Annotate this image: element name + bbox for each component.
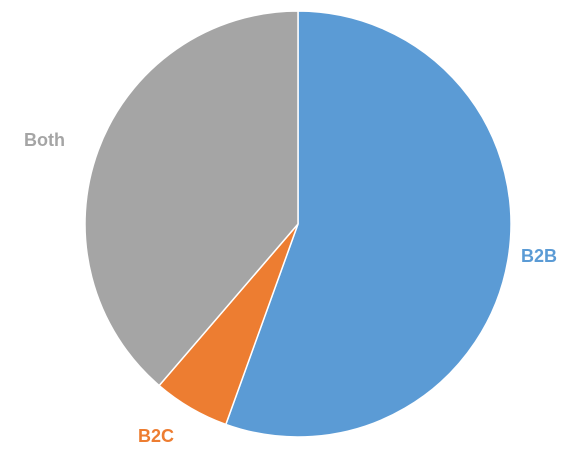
pie-labels: B2B B2C Both xyxy=(24,130,557,446)
pie-slices xyxy=(84,10,512,438)
pie-label-b2c: B2C xyxy=(138,426,174,446)
pie-slice-b2b xyxy=(225,10,512,438)
pie-label-b2b: B2B xyxy=(521,246,557,266)
pie-label-both: Both xyxy=(24,130,65,150)
pie-slice-both xyxy=(84,10,299,387)
